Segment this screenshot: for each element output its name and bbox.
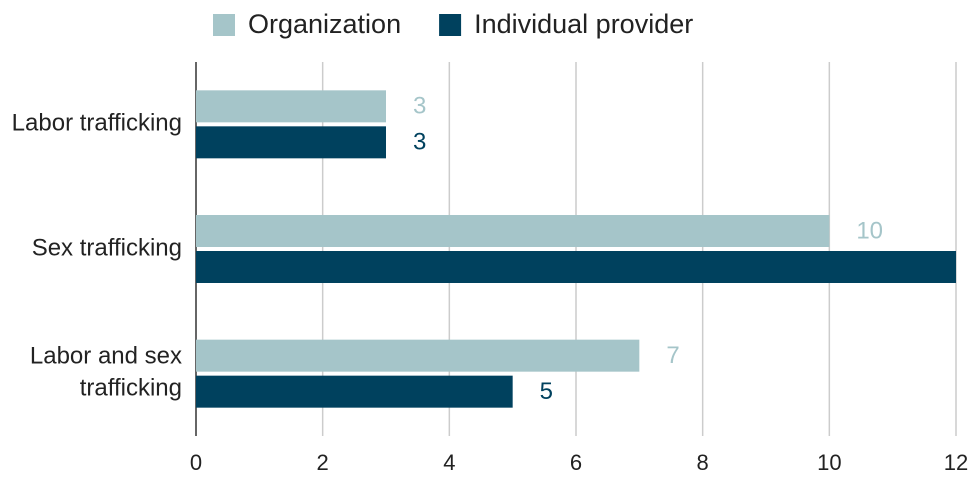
bar — [196, 251, 956, 283]
data-label: 10 — [856, 217, 883, 244]
bar — [196, 126, 386, 159]
x-tick-label: 2 — [317, 450, 329, 475]
x-tick-label: 10 — [817, 450, 841, 475]
legend-swatch — [439, 14, 462, 36]
y-tick-label: Labor trafficking — [12, 110, 182, 137]
x-tick-label: 8 — [697, 450, 709, 475]
data-label: 3 — [413, 129, 426, 156]
bar — [196, 90, 386, 123]
legend-swatch — [213, 14, 235, 36]
data-label: 3 — [413, 93, 426, 120]
y-tick-label: Sex trafficking — [32, 234, 182, 261]
x-tick-label: 12 — [944, 450, 968, 475]
y-tick-label: Labor and sex trafficking — [30, 343, 182, 402]
x-tick-label: 4 — [443, 450, 455, 475]
legend-label: Individual provider — [474, 9, 693, 39]
bar — [196, 339, 640, 372]
x-tick-label: 6 — [570, 450, 582, 475]
bar — [196, 375, 513, 408]
bar — [196, 215, 830, 247]
data-label: 7 — [666, 342, 679, 369]
legend-label: Organization — [248, 9, 401, 39]
data-label: 5 — [540, 378, 553, 405]
x-tick-label: 0 — [190, 450, 202, 475]
